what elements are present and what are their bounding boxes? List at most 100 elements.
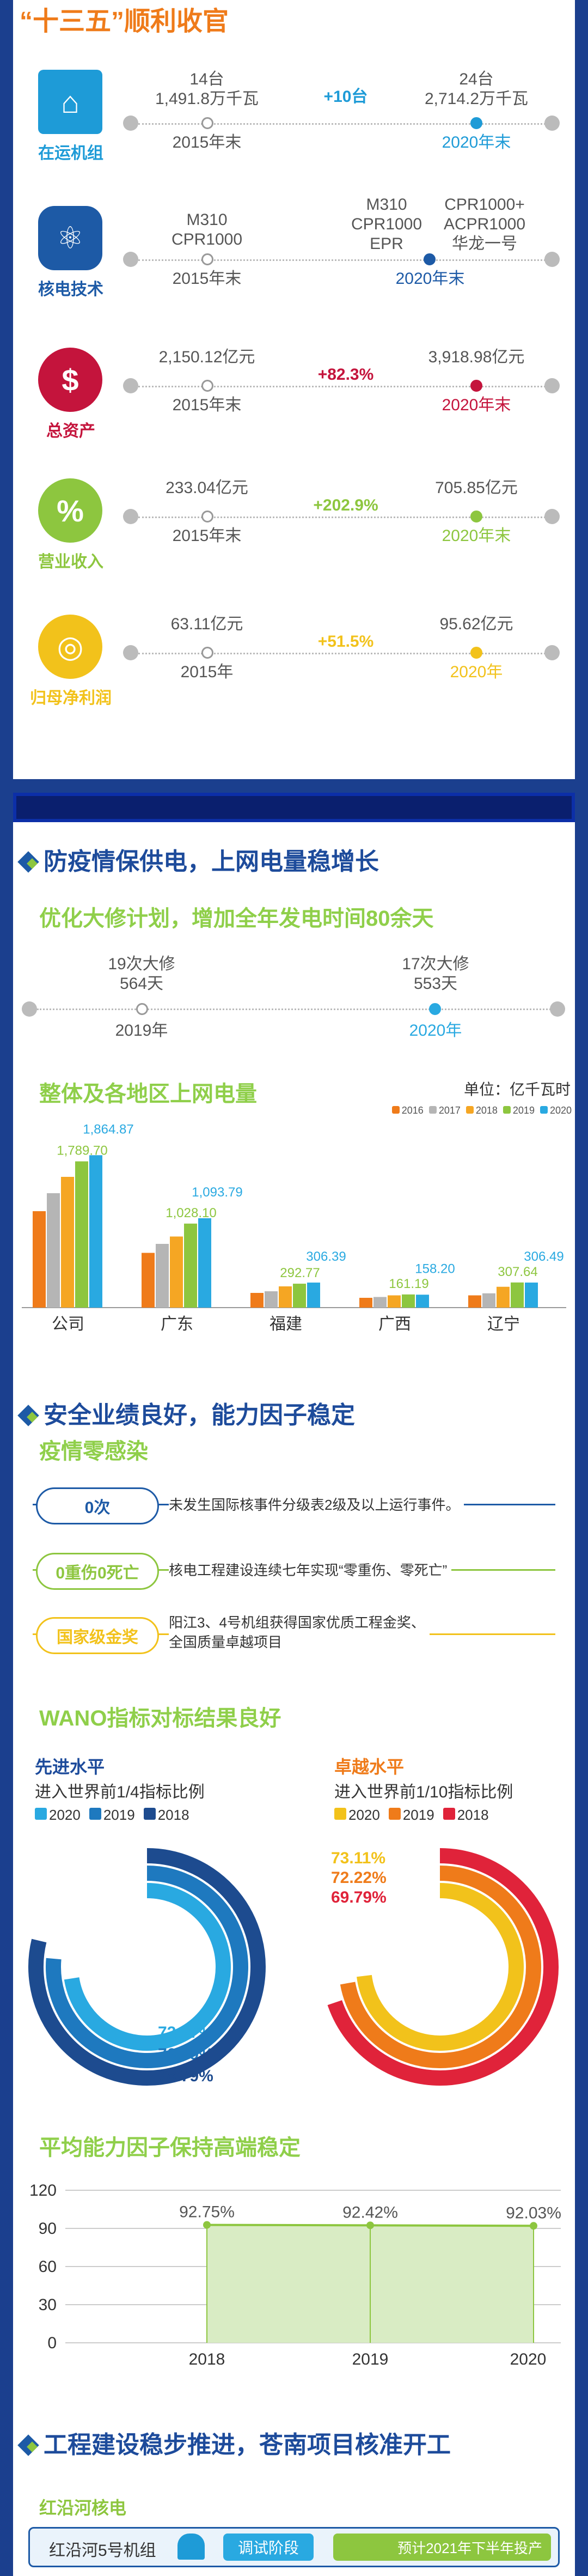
section-1-left-value-0: 14台 1,491.8万千瓦 <box>155 70 259 108</box>
outage-2020-year: 2020年 <box>409 1022 462 1040</box>
row-start-dot <box>123 252 138 267</box>
wano-right-rings: 73.11% 72.22%69.79% <box>327 1848 559 2086</box>
section-1-left-year-4: 2015年 <box>180 663 234 681</box>
chart-1-unit: 单位：亿千瓦时 <box>463 1081 571 1098</box>
bar-广东-2019 <box>184 1223 197 1308</box>
factor-year-label: 2019 <box>352 2350 389 2365</box>
ring-arc-1 <box>340 1866 541 2068</box>
bar-公司-2018 <box>61 1177 74 1308</box>
safety-text-2: 阳江3、4号机组获得国家优质工程金奖、 全国质量卓越项目 <box>169 1613 430 1652</box>
timeline-dash <box>37 1008 554 1010</box>
legend-label: 2019 <box>512 1105 535 1116</box>
row-2020-dot <box>470 511 482 523</box>
legend-swatch <box>143 1808 156 1820</box>
category-label: 广东 <box>161 1315 193 1333</box>
section-1-right-year-2: 2020年末 <box>442 396 511 414</box>
bar-广西-2018 <box>388 1295 401 1308</box>
section-3-title: 安全业绩良好，能力因子稳定 <box>44 1402 355 1429</box>
row-2015-dot <box>201 647 213 659</box>
safety-badge-1: 0重伤0死亡 <box>36 1553 159 1590</box>
factor-value-label: 92.75% <box>179 2203 235 2221</box>
legend-swatch <box>428 1106 437 1114</box>
section-1-label-2: 总资产 <box>46 422 95 440</box>
y-tick-label: 120 <box>29 2182 57 2200</box>
section-1-icon-4: ◎ <box>38 615 102 679</box>
bar-辽宁-2020 <box>525 1283 538 1308</box>
row-end-dot <box>544 645 560 660</box>
section-1-label-1: 核电技术 <box>38 281 103 299</box>
row-end-dot <box>544 116 560 131</box>
bar-广东-2017 <box>156 1244 169 1308</box>
legend-swatch <box>334 1808 346 1820</box>
data-label-2019: 292.77 <box>280 1266 320 1280</box>
bar-公司-2016 <box>33 1211 46 1308</box>
ring-arc-0 <box>357 1883 524 2051</box>
section-1-label-3: 营业收入 <box>38 553 103 571</box>
section-2-title: 防疫情保供电，上网电量稳增长 <box>44 848 379 875</box>
bar-广东-2020 <box>198 1218 211 1308</box>
ring-value-1: 72.22% <box>331 1869 387 1887</box>
wano-left-rings: 72.57%76.39%78.79% <box>28 1848 266 2086</box>
row-start-dot <box>123 378 138 393</box>
legend-swatch <box>503 1106 511 1114</box>
section-1-left-year-0: 2015年末 <box>172 133 242 151</box>
y-tick-label: 90 <box>39 2220 57 2238</box>
y-tick-label: 60 <box>39 2258 57 2276</box>
factor-point <box>366 2221 374 2229</box>
wano-title: WANO指标对标结果良好 <box>39 1706 281 1730</box>
ring-arc-2 <box>327 1848 559 2086</box>
bar-公司-2017 <box>47 1193 60 1308</box>
legend-item: 2019 <box>503 1105 535 1116</box>
legend-label: 2018 <box>457 1807 489 1823</box>
bar-福建-2020 <box>307 1283 320 1308</box>
section-1-icon-1: ⚛ <box>38 206 102 270</box>
bar-公司-2020 <box>89 1155 102 1308</box>
section-1-right-value-0: 24台 2,714.2万千瓦 <box>424 70 529 108</box>
row-2020-dot <box>470 647 482 659</box>
ring-value-0: 73.11% <box>331 1849 385 1867</box>
data-label-2020: 1,864.87 <box>83 1122 133 1137</box>
ring-arc-2 <box>28 1848 266 2086</box>
section-2-subtitle: 优化大修计划，增加全年发电时间80余天 <box>39 907 434 931</box>
factor-point <box>530 2222 537 2230</box>
legend-label: 2017 <box>438 1105 461 1116</box>
outage-2020-text: 17次大修 553天 <box>402 955 469 993</box>
safety-badge-2: 国家级金奖 <box>36 1617 159 1654</box>
factor-chart-svg: 120 90 60 30 0 92.75% 2018 92.42% 2019 92.03% 2020 <box>29 2182 561 2365</box>
section-1-change-2: +82.3% <box>317 366 374 384</box>
bar-福建-2018 <box>279 1286 292 1308</box>
section-4-subtitle: 红沿河核电 <box>39 2498 127 2518</box>
legend-label: 2018 <box>475 1105 498 1116</box>
wano-legend-item: 2019 <box>89 1807 135 1823</box>
row-2020-dot <box>470 117 482 129</box>
y-tick-label: 0 <box>47 2334 57 2352</box>
legend-label: 2018 <box>157 1807 189 1823</box>
legend-swatch <box>391 1106 400 1114</box>
section-1-right-year-3: 2020年末 <box>442 527 511 545</box>
section-3-subtitle: 疫情零感染 <box>39 1439 148 1463</box>
legend-swatch <box>35 1808 47 1820</box>
data-label-2019: 1,028.10 <box>166 1206 216 1220</box>
bar-辽宁-2018 <box>497 1286 510 1308</box>
ring-value-2: 78.79% <box>158 2067 213 2085</box>
bar-福建-2016 <box>250 1293 264 1308</box>
row-2015-dot <box>201 253 213 265</box>
bar-公司-2019 <box>75 1161 88 1308</box>
legend-item: 2018 <box>465 1105 498 1116</box>
row-start-dot <box>123 116 138 131</box>
building-icon <box>177 2534 205 2560</box>
section-1-right-year-4: 2020年 <box>450 663 503 681</box>
legend-swatch <box>89 1808 101 1820</box>
section-1-change-0: +10台 <box>323 88 368 106</box>
safety-text-0: 未发生国际核事件分级表2级及以上运行事件。 <box>169 1495 464 1515</box>
section-1-right-value-3: 705.85亿元 <box>435 479 518 497</box>
row-dash <box>138 123 552 125</box>
wano-right-legend: 2020 2019 2018 <box>334 1807 498 1824</box>
data-label-2020: 158.20 <box>415 1261 455 1276</box>
section-1-label-4: 归母净利润 <box>30 689 112 707</box>
bar-广西-2020 <box>416 1295 429 1308</box>
section-divider <box>13 793 575 822</box>
section-1-right-value-4: 95.62亿元 <box>439 615 513 633</box>
row-end-dot <box>544 252 560 267</box>
row-dash <box>138 653 552 654</box>
